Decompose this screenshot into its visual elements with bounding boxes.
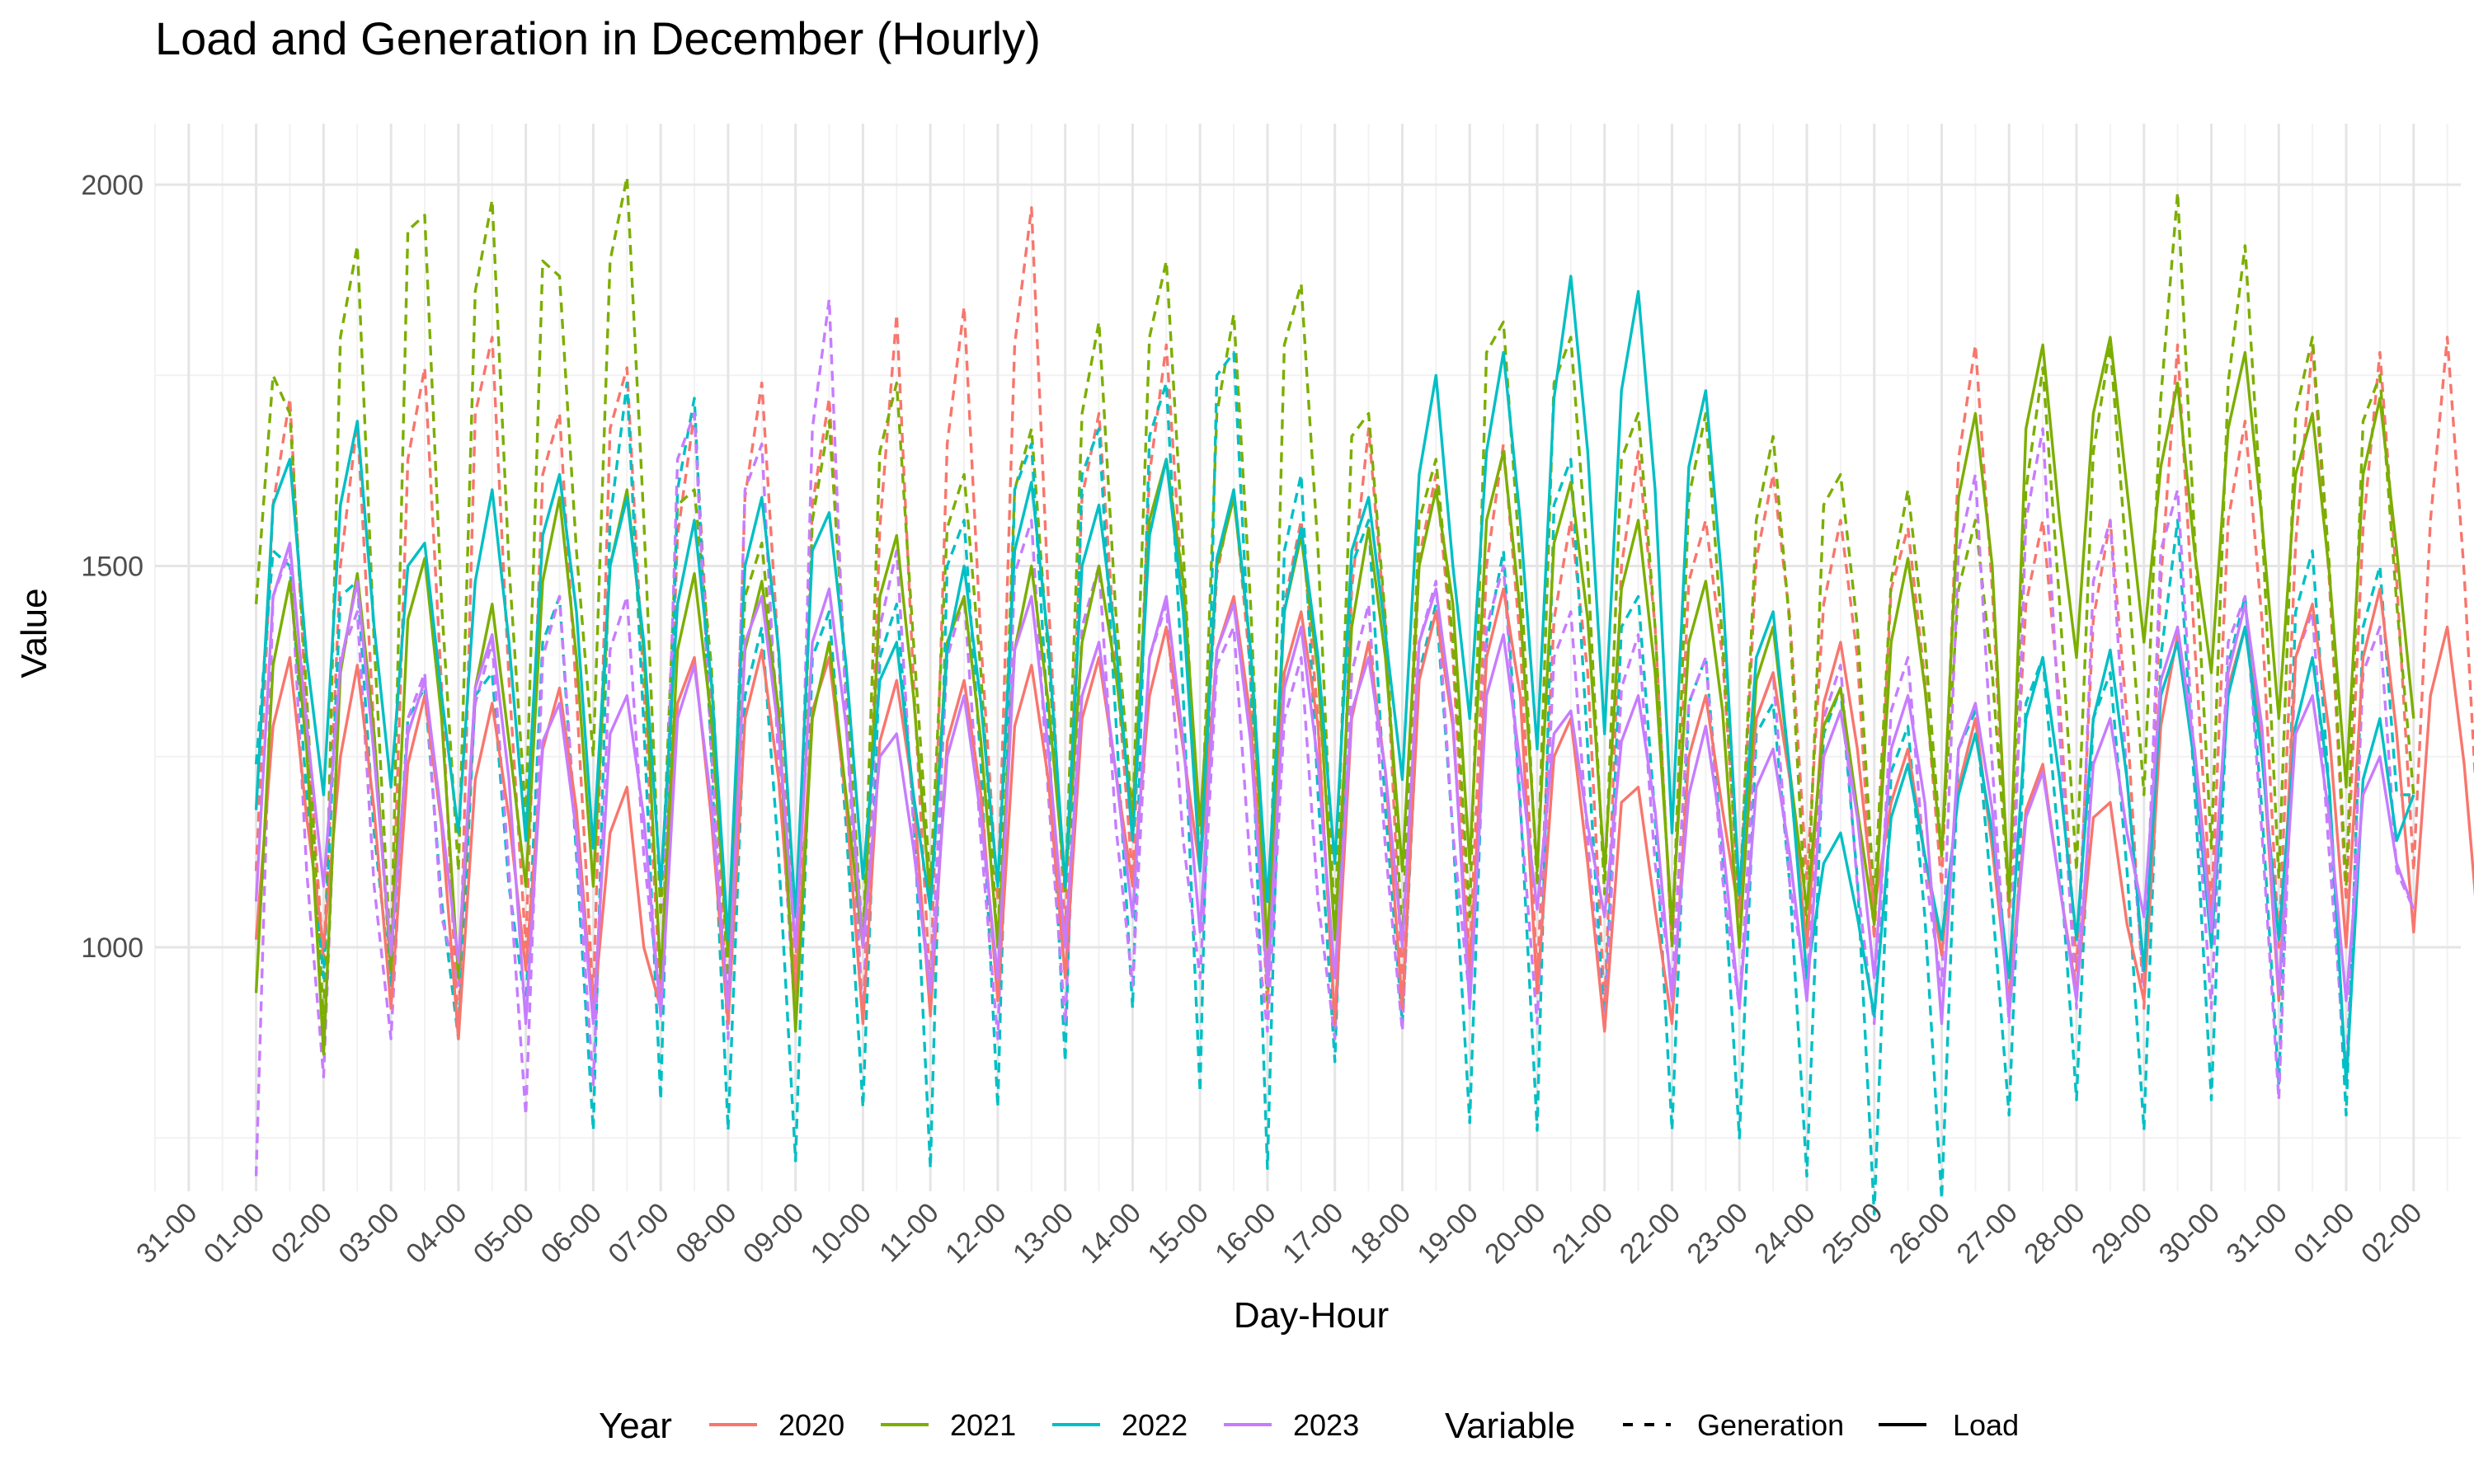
x-tick-label: 31-00 — [2221, 1197, 2293, 1270]
x-tick-label: 22-00 — [1614, 1197, 1686, 1270]
x-tick-label: 17-00 — [1277, 1197, 1349, 1270]
legend-label-load: Load — [1953, 1408, 2019, 1442]
x-tick-label: 12-00 — [939, 1197, 1012, 1270]
series-lines — [254, 176, 2474, 1216]
x-tick-label: 21-00 — [1546, 1197, 1619, 1270]
legend-label-generation: Generation — [1697, 1408, 1844, 1442]
x-tick-label: 11-00 — [873, 1197, 945, 1269]
series-2022-load — [254, 275, 2415, 1087]
x-tick-label: 31-00 — [130, 1197, 203, 1270]
series-2023-load — [254, 542, 2415, 1026]
legend: Year Variable 2020 2021 2022 2023 Generation… — [599, 1406, 2019, 1446]
x-tick-label: 01-00 — [198, 1197, 270, 1270]
x-tick-label: 02-00 — [2355, 1197, 2428, 1270]
legend-label-2020: 2020 — [778, 1408, 844, 1442]
series-2020-load — [254, 587, 2474, 1040]
legend-title-year: Year — [599, 1406, 672, 1446]
x-tick-label: 30-00 — [2153, 1197, 2226, 1270]
series-2023-generation — [254, 298, 2415, 1176]
x-tick-label: 27-00 — [1951, 1197, 2024, 1270]
x-tick-label: 08-00 — [670, 1197, 742, 1270]
chart-title: Load and Generation in December (Hourly) — [155, 12, 1041, 64]
x-tick-label: 07-00 — [602, 1197, 675, 1270]
x-tick-label: 16-00 — [1209, 1197, 1282, 1270]
x-tick-label: 14-00 — [1075, 1197, 1147, 1270]
x-tick-label: 01-00 — [2288, 1197, 2360, 1270]
legend-title-variable: Variable — [1445, 1406, 1575, 1446]
x-tick-label: 19-00 — [1412, 1197, 1484, 1270]
x-tick-label: 10-00 — [805, 1197, 877, 1270]
legend-label-2022: 2022 — [1122, 1408, 1188, 1442]
x-tick-label: 24-00 — [1748, 1197, 1821, 1270]
x-tick-label: 06-00 — [535, 1197, 608, 1270]
x-tick-label: 15-00 — [1141, 1197, 1214, 1270]
y-axis: 1000 1500 2000 — [81, 170, 143, 964]
x-tick-label: 18-00 — [1344, 1197, 1417, 1270]
x-tick-label: 09-00 — [737, 1197, 810, 1270]
y-tick-label: 1500 — [81, 552, 143, 583]
y-axis-title: Value — [14, 588, 54, 678]
legend-label-2021: 2021 — [950, 1408, 1016, 1442]
x-axis-title: Day-Hour — [1234, 1295, 1389, 1336]
x-tick-label: 13-00 — [1007, 1197, 1079, 1270]
y-tick-label: 1000 — [81, 932, 143, 964]
legend-label-2023: 2023 — [1293, 1408, 1359, 1442]
x-tick-label: 03-00 — [332, 1197, 405, 1270]
x-tick-label: 25-00 — [1816, 1197, 1888, 1270]
x-tick-label: 05-00 — [468, 1197, 540, 1270]
x-tick-label: 04-00 — [400, 1197, 473, 1270]
x-tick-label: 28-00 — [2018, 1197, 2091, 1270]
x-tick-label: 20-00 — [1479, 1197, 1551, 1270]
series-2022-generation — [254, 350, 2414, 1216]
y-tick-label: 2000 — [81, 170, 143, 201]
x-tick-label: 26-00 — [1884, 1197, 1956, 1270]
x-tick-label: 29-00 — [2086, 1197, 2158, 1270]
x-axis: 31-0001-0002-0003-0004-0005-0006-0007-00… — [130, 1197, 2428, 1270]
x-tick-label: 02-00 — [266, 1197, 338, 1270]
x-tick-label: 23-00 — [1681, 1197, 1754, 1270]
